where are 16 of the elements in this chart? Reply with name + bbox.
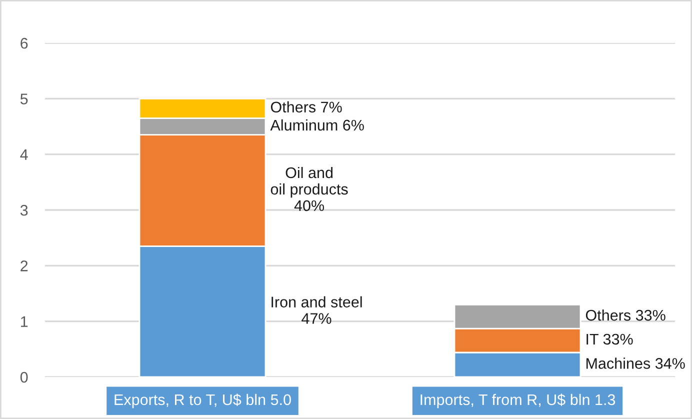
annotation: Others 7% <box>270 101 342 113</box>
y-tick-label: 2 <box>20 260 28 272</box>
y-tick-label: 4 <box>20 149 28 160</box>
y-tick-label: 3 <box>20 204 28 216</box>
x-tick-label: Imports, T from R, U$ bln 1.3 <box>420 394 616 408</box>
annotation: Aluminum 6% <box>270 119 364 131</box>
y-tick-label: 1 <box>21 316 28 327</box>
annotation: Iron and steel 47% <box>272 296 362 324</box>
y-tick-label: 5 <box>20 94 28 104</box>
annotation: Oil and oil products 40% <box>270 166 348 212</box>
y-tick-label: 6 <box>20 38 28 49</box>
annotation: Machines 34% <box>586 358 685 369</box>
annotation: Others 33% <box>586 309 666 321</box>
x-tick-label: Exports, R to T, U$ bln 5.0 <box>114 394 291 408</box>
annotation: IT 33% <box>586 334 633 345</box>
y-tick-label: 0 <box>20 372 28 383</box>
